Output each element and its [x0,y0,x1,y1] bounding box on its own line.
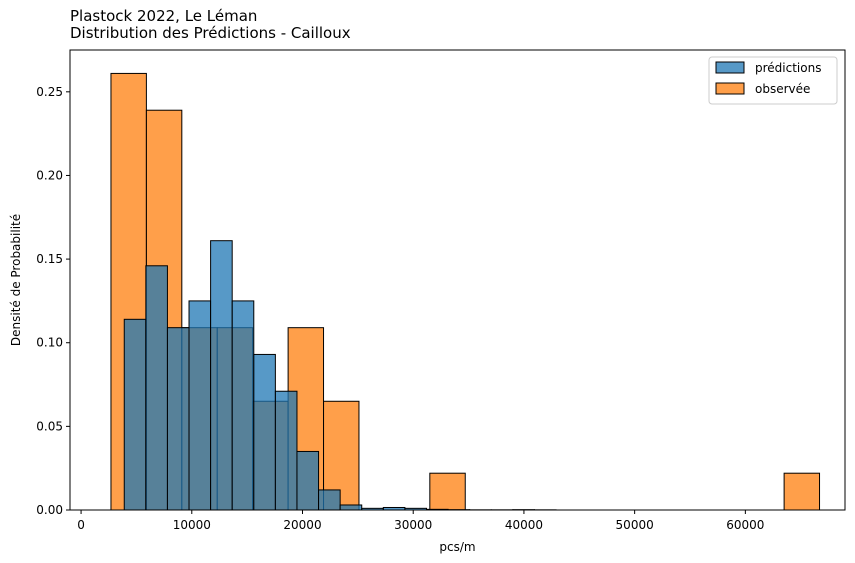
prediction-bar-3 [188,300,212,511]
x-axis-label: pcs/m [439,540,475,554]
prediction-bar-10 [339,504,363,511]
y-tick-label-1: 0.05 [36,419,63,433]
prediction-bar-6 [253,353,276,511]
y-tick-label-0: 0.00 [36,503,63,517]
y-axis: 0.00 0.05 0.10 0.15 0.20 0.25 [36,85,70,517]
x-tick-label-0: 0 [77,518,85,532]
x-tick-label-1: 10000 [173,518,211,532]
chart-subtitle: Distribution des Prédictions - Cailloux [70,24,351,42]
x-tick-label-3: 30000 [394,518,432,532]
chart-title: Plastock 2022, Le Léman [70,7,258,25]
prediction-bar-2 [166,327,190,511]
x-tick-label-4: 40000 [505,518,543,532]
prediction-bar-9 [318,489,341,511]
x-tick-label-6: 60000 [726,518,764,532]
x-axis: 0 10000 20000 30000 40000 50000 60000 [77,510,764,532]
x-tick-label-2: 20000 [283,518,321,532]
prediction-bar-8 [296,450,320,511]
y-tick-label-2: 0.10 [36,336,63,350]
y-tick-label-4: 0.20 [36,168,63,182]
prediction-bar-1 [145,265,168,511]
legend: prédictions observée [708,56,838,105]
observed-bar-8 [783,472,821,511]
prediction-bar-5 [231,300,255,511]
x-tick-label-5: 50000 [616,518,654,532]
prediction-bar-4 [210,240,233,511]
prediction-bar-7 [274,390,298,511]
legend-swatch-observed [715,82,745,95]
prediction-bar-0 [123,318,147,511]
legend-label-observed: observée [755,82,810,96]
y-axis-label: Densité de Probabilité [9,214,23,346]
legend-swatch-predictions [715,61,745,74]
y-tick-label-3: 0.15 [36,252,63,266]
axes-frame [69,49,846,511]
y-tick-label-5: 0.25 [36,85,63,99]
legend-label-predictions: prédictions [755,61,821,75]
observed-bar-7 [429,472,466,511]
